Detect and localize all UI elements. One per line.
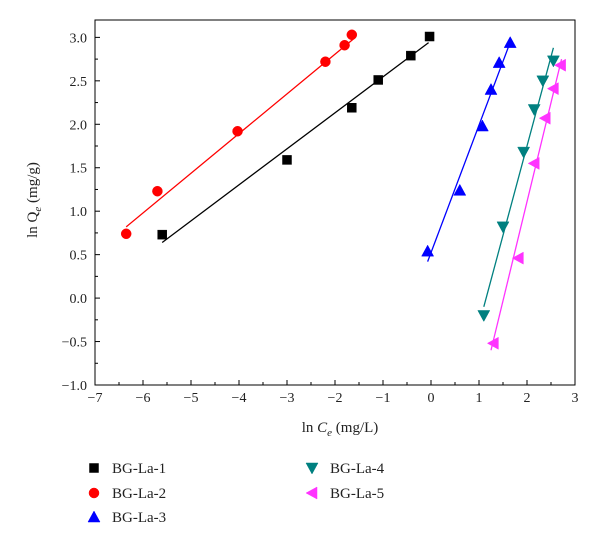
legend-marker-circle-icon [88,487,100,499]
fit-line-bg-la-5 [490,58,563,351]
plot-border [94,19,576,386]
data-point [424,31,435,42]
series-bg-la-5 [486,58,566,350]
series-bg-la-3 [421,36,517,257]
legend-item-bg-la-4: BG-La-4 [305,461,385,477]
x-tick-label: −1 [376,391,391,406]
legend-marker-shape [88,487,100,499]
data-point [503,36,517,48]
y-tick-label: 0.5 [70,249,88,264]
data-point [475,119,489,132]
data-point [152,185,163,197]
data-point [517,146,531,159]
legend-marker-triangle-down-icon [305,462,319,475]
data-point [453,183,467,196]
data-point [486,336,499,350]
x-tick-label: −2 [328,391,343,406]
legend-label: BG-La-5 [330,486,384,502]
legend-item-bg-la-2: BG-La-2 [88,486,166,502]
x-tick-label: −7 [88,391,103,406]
data-point [282,155,292,165]
y-axis-label: ln Qe (mg/g) [25,162,44,238]
y-tick-label: 2.5 [70,75,88,90]
legend-marker-shape [89,463,99,473]
legend-marker-square-icon [89,463,99,473]
x-tick-label: 3 [572,391,579,406]
x-tick-label: 1 [476,391,483,406]
legend-label: BG-La-2 [112,486,166,502]
data-point [339,39,350,51]
data-point [477,310,491,322]
y-tick-label: 0.0 [70,292,88,307]
data-point [527,156,540,170]
series-bg-la-2 [120,29,358,240]
data-markers [120,29,566,350]
data-point [320,56,331,67]
y-tick-label: 2.0 [70,118,88,133]
y-tick-label: 1.5 [70,162,88,177]
legend-item-bg-la-5: BG-La-5 [305,486,384,502]
series-bg-la-4 [477,55,560,322]
data-point [492,56,506,68]
x-tick-label: −4 [232,391,247,406]
x-tick-label: −3 [280,391,295,406]
legend-label: BG-La-3 [112,510,166,526]
data-point [421,244,435,257]
legend-marker-shape [305,486,318,500]
fit-line-bg-la-1 [161,42,429,243]
legend-item-bg-la-1: BG-La-1 [89,461,166,477]
data-point [157,229,167,240]
data-point [484,83,498,95]
fit-line-bg-la-4 [483,47,555,307]
data-point [546,82,559,96]
fit-line-bg-la-3 [427,45,510,262]
legend-marker-shape [305,462,319,475]
x-axis: −7 −6 −5 −4 −3 −2 −1 0 1 2 3 [88,380,579,406]
y-axis: −1.0 −0.5 0.0 0.5 1.0 1.5 2.0 2.5 3.0 [62,31,100,394]
data-point [373,75,383,85]
data-point [232,125,243,137]
legend-label: BG-La-1 [112,461,166,477]
data-point [536,75,550,88]
data-point [538,111,551,125]
legend-label: BG-La-4 [330,461,385,477]
x-tick-label: 2 [524,391,531,406]
data-point [554,58,566,72]
data-point [346,29,358,41]
x-tick-label: −6 [136,391,151,406]
plot-frame [94,19,576,386]
data-point [406,50,416,61]
y-tick-label: 1.0 [70,205,88,220]
fit-lines [125,38,563,351]
legend: BG-La-1 BG-La-2 BG-La-3 BG-La-4 BG-La-5 [87,461,385,526]
x-tick-label: −5 [184,391,199,406]
y-tick-label: 3.0 [70,31,88,46]
data-point [527,104,541,117]
y-tick-label: −1.0 [62,379,87,394]
legend-marker-shape [87,510,101,523]
data-point [120,228,132,240]
legend-item-bg-la-3: BG-La-3 [87,510,166,526]
data-point [496,221,510,234]
x-axis-label: ln Ce (mg/L) [302,420,379,439]
data-point [347,103,357,113]
legend-marker-triangle-up-icon [87,510,101,523]
y-tick-label: −0.5 [62,336,87,351]
series-bg-la-1 [157,31,435,240]
data-point [511,251,524,265]
data-point [546,55,560,68]
legend-marker-triangle-left-icon [305,486,318,500]
x-tick-label: 0 [428,391,435,406]
